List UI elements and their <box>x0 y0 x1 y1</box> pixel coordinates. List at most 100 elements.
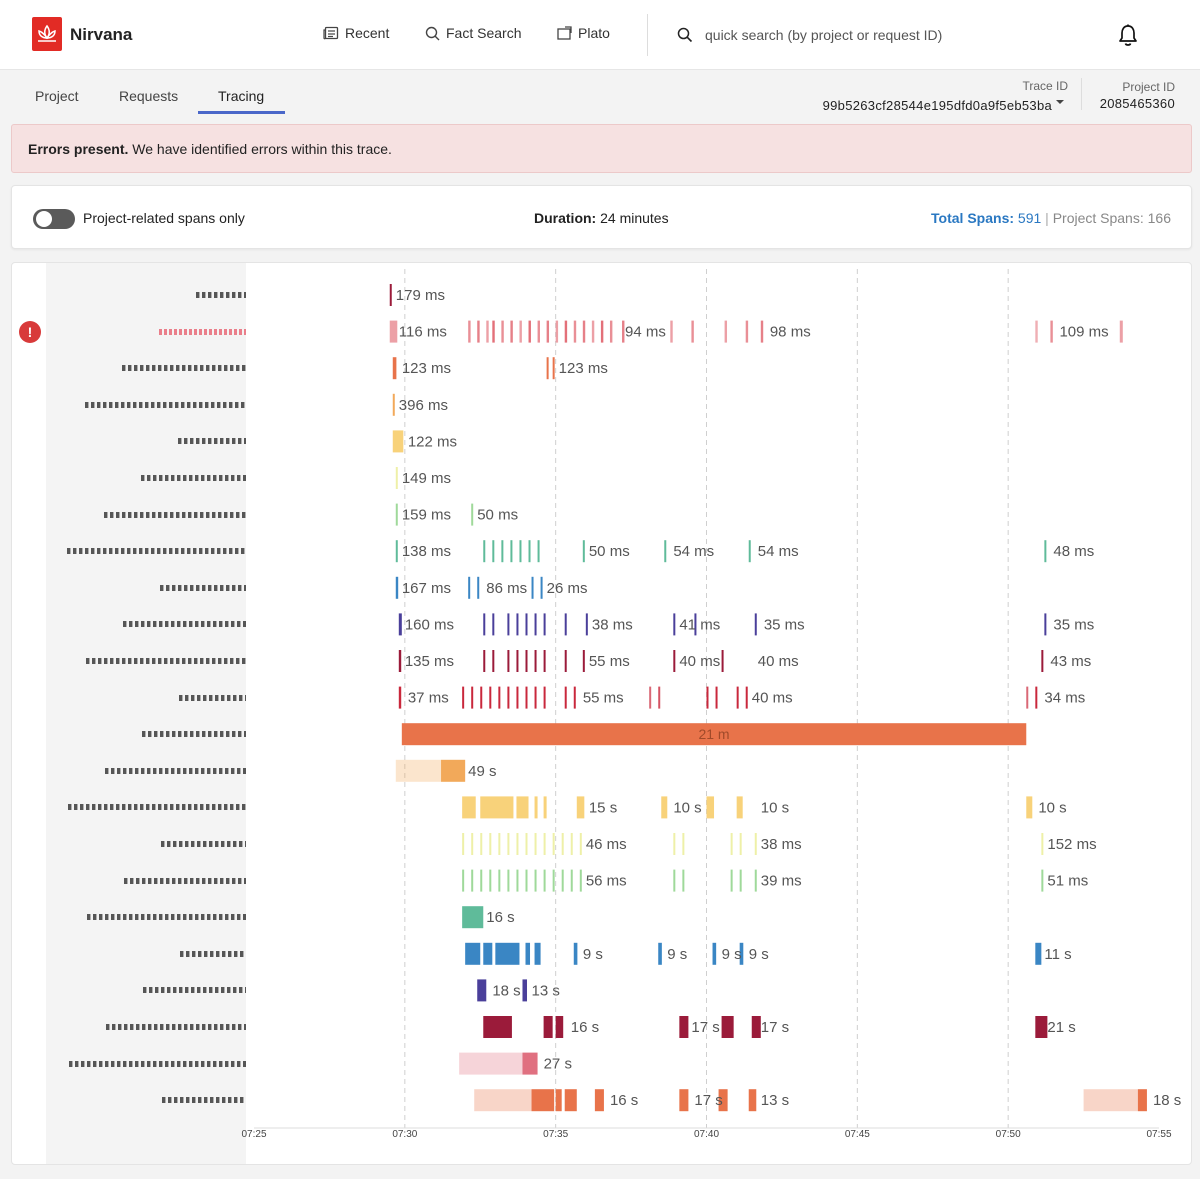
span-bar[interactable] <box>570 833 573 855</box>
span-name-obscured[interactable] <box>67 548 246 555</box>
span-bar[interactable] <box>498 869 501 892</box>
span-bar[interactable] <box>471 503 474 526</box>
span-bar[interactable] <box>564 650 567 672</box>
span-name-obscured[interactable] <box>142 731 246 738</box>
span-bar[interactable] <box>1035 686 1038 709</box>
span-bar[interactable] <box>555 1089 562 1112</box>
span-bar[interactable] <box>1137 1089 1147 1112</box>
span-bar[interactable] <box>1035 1016 1048 1038</box>
span-bar[interactable] <box>730 869 733 892</box>
span-bar[interactable] <box>465 942 481 965</box>
tab-tracing[interactable]: Tracing <box>218 88 265 104</box>
span-bar[interactable] <box>489 869 492 892</box>
span-bar[interactable] <box>760 320 764 343</box>
span-bar[interactable] <box>1041 650 1044 672</box>
span-bar[interactable] <box>576 796 585 819</box>
span-bar[interactable] <box>715 686 718 709</box>
span-name-obscured[interactable] <box>159 328 246 335</box>
span-bar[interactable] <box>516 869 519 892</box>
span-bar[interactable] <box>534 942 541 965</box>
span-bar[interactable] <box>489 686 492 709</box>
span-name-obscured[interactable] <box>86 658 246 664</box>
span-bar[interactable] <box>555 1016 564 1038</box>
span-bar[interactable] <box>546 357 549 380</box>
span-bar[interactable] <box>471 686 474 709</box>
span-bar[interactable] <box>694 613 697 636</box>
span-bar[interactable] <box>682 869 685 892</box>
span-bar[interactable] <box>395 576 399 599</box>
span-bar[interactable] <box>673 833 676 855</box>
span-bar[interactable] <box>712 942 717 965</box>
span-bar[interactable] <box>534 686 537 709</box>
span-bar[interactable] <box>498 686 501 709</box>
span-bar[interactable] <box>673 650 676 672</box>
span-bar[interactable] <box>721 650 724 672</box>
span-bar[interactable] <box>401 723 1027 746</box>
span-bar[interactable] <box>751 1016 761 1038</box>
span-bar[interactable] <box>507 613 510 636</box>
tab-requests[interactable]: Requests <box>119 88 179 104</box>
span-bar[interactable] <box>543 796 547 819</box>
trace-id-dropdown-icon[interactable] <box>1055 99 1065 106</box>
span-bar[interactable] <box>573 942 578 965</box>
span-bar[interactable] <box>724 320 728 343</box>
span-name-obscured[interactable] <box>179 694 246 701</box>
span-bar[interactable] <box>748 540 751 563</box>
span-bar[interactable] <box>525 942 531 965</box>
span-bar[interactable] <box>1035 942 1042 965</box>
span-bar[interactable] <box>516 833 519 855</box>
span-bar[interactable] <box>546 320 550 343</box>
span-bar[interactable] <box>543 869 546 892</box>
span-name-obscured[interactable] <box>161 841 246 847</box>
span-bar[interactable] <box>516 613 519 636</box>
span-bar[interactable] <box>600 320 604 343</box>
span-bar[interactable] <box>477 320 480 343</box>
span-bar[interactable] <box>543 650 546 672</box>
span-bar[interactable] <box>398 650 402 672</box>
span-bar[interactable] <box>395 503 398 526</box>
span-bar[interactable] <box>480 796 514 819</box>
span-bar[interactable] <box>609 320 613 343</box>
span-bar[interactable] <box>748 1089 757 1112</box>
span-bar[interactable] <box>582 650 585 672</box>
span-bar[interactable] <box>471 869 474 892</box>
span-name-obscured[interactable] <box>143 987 246 994</box>
span-bar[interactable] <box>531 1089 555 1112</box>
span-bar[interactable] <box>522 979 528 1002</box>
span-bar[interactable] <box>471 833 474 855</box>
span-name-obscured[interactable] <box>196 292 246 298</box>
brand-name[interactable]: Nirvana <box>70 25 133 44</box>
span-bar[interactable] <box>543 686 546 709</box>
nav-plato[interactable]: Plato <box>557 25 610 41</box>
span-bar[interactable] <box>480 833 483 855</box>
span-bar[interactable] <box>564 320 568 343</box>
nav-fact-search[interactable]: Fact Search <box>425 25 521 41</box>
span-bar[interactable] <box>507 833 510 855</box>
span-bar[interactable] <box>441 759 466 782</box>
span-bar[interactable] <box>1050 320 1053 343</box>
span-bar[interactable] <box>573 686 576 709</box>
span-bar[interactable] <box>582 540 585 563</box>
span-bar[interactable] <box>555 320 559 343</box>
span-bar[interactable] <box>398 613 402 636</box>
span-bar[interactable] <box>534 613 537 636</box>
span-name-obscured[interactable] <box>162 1097 246 1104</box>
span-bar[interactable] <box>594 1089 604 1112</box>
span-bar[interactable] <box>564 686 567 709</box>
span-bar[interactable] <box>462 796 476 819</box>
span-bar[interactable] <box>658 686 661 709</box>
span-bar[interactable] <box>519 540 522 563</box>
span-bar[interactable] <box>691 320 694 343</box>
span-bar[interactable] <box>531 576 534 599</box>
span-bar[interactable] <box>1119 320 1123 343</box>
span-bar[interactable] <box>552 833 555 855</box>
span-bar[interactable] <box>552 357 555 380</box>
span-name-obscured[interactable] <box>160 584 246 591</box>
span-bar[interactable] <box>670 320 673 343</box>
span-bar[interactable] <box>392 430 404 453</box>
span-bar[interactable] <box>1041 869 1044 892</box>
span-name-obscured[interactable] <box>105 767 246 774</box>
span-bar[interactable] <box>507 650 510 672</box>
span-bar[interactable] <box>537 540 540 563</box>
span-bar[interactable] <box>1083 1089 1138 1112</box>
